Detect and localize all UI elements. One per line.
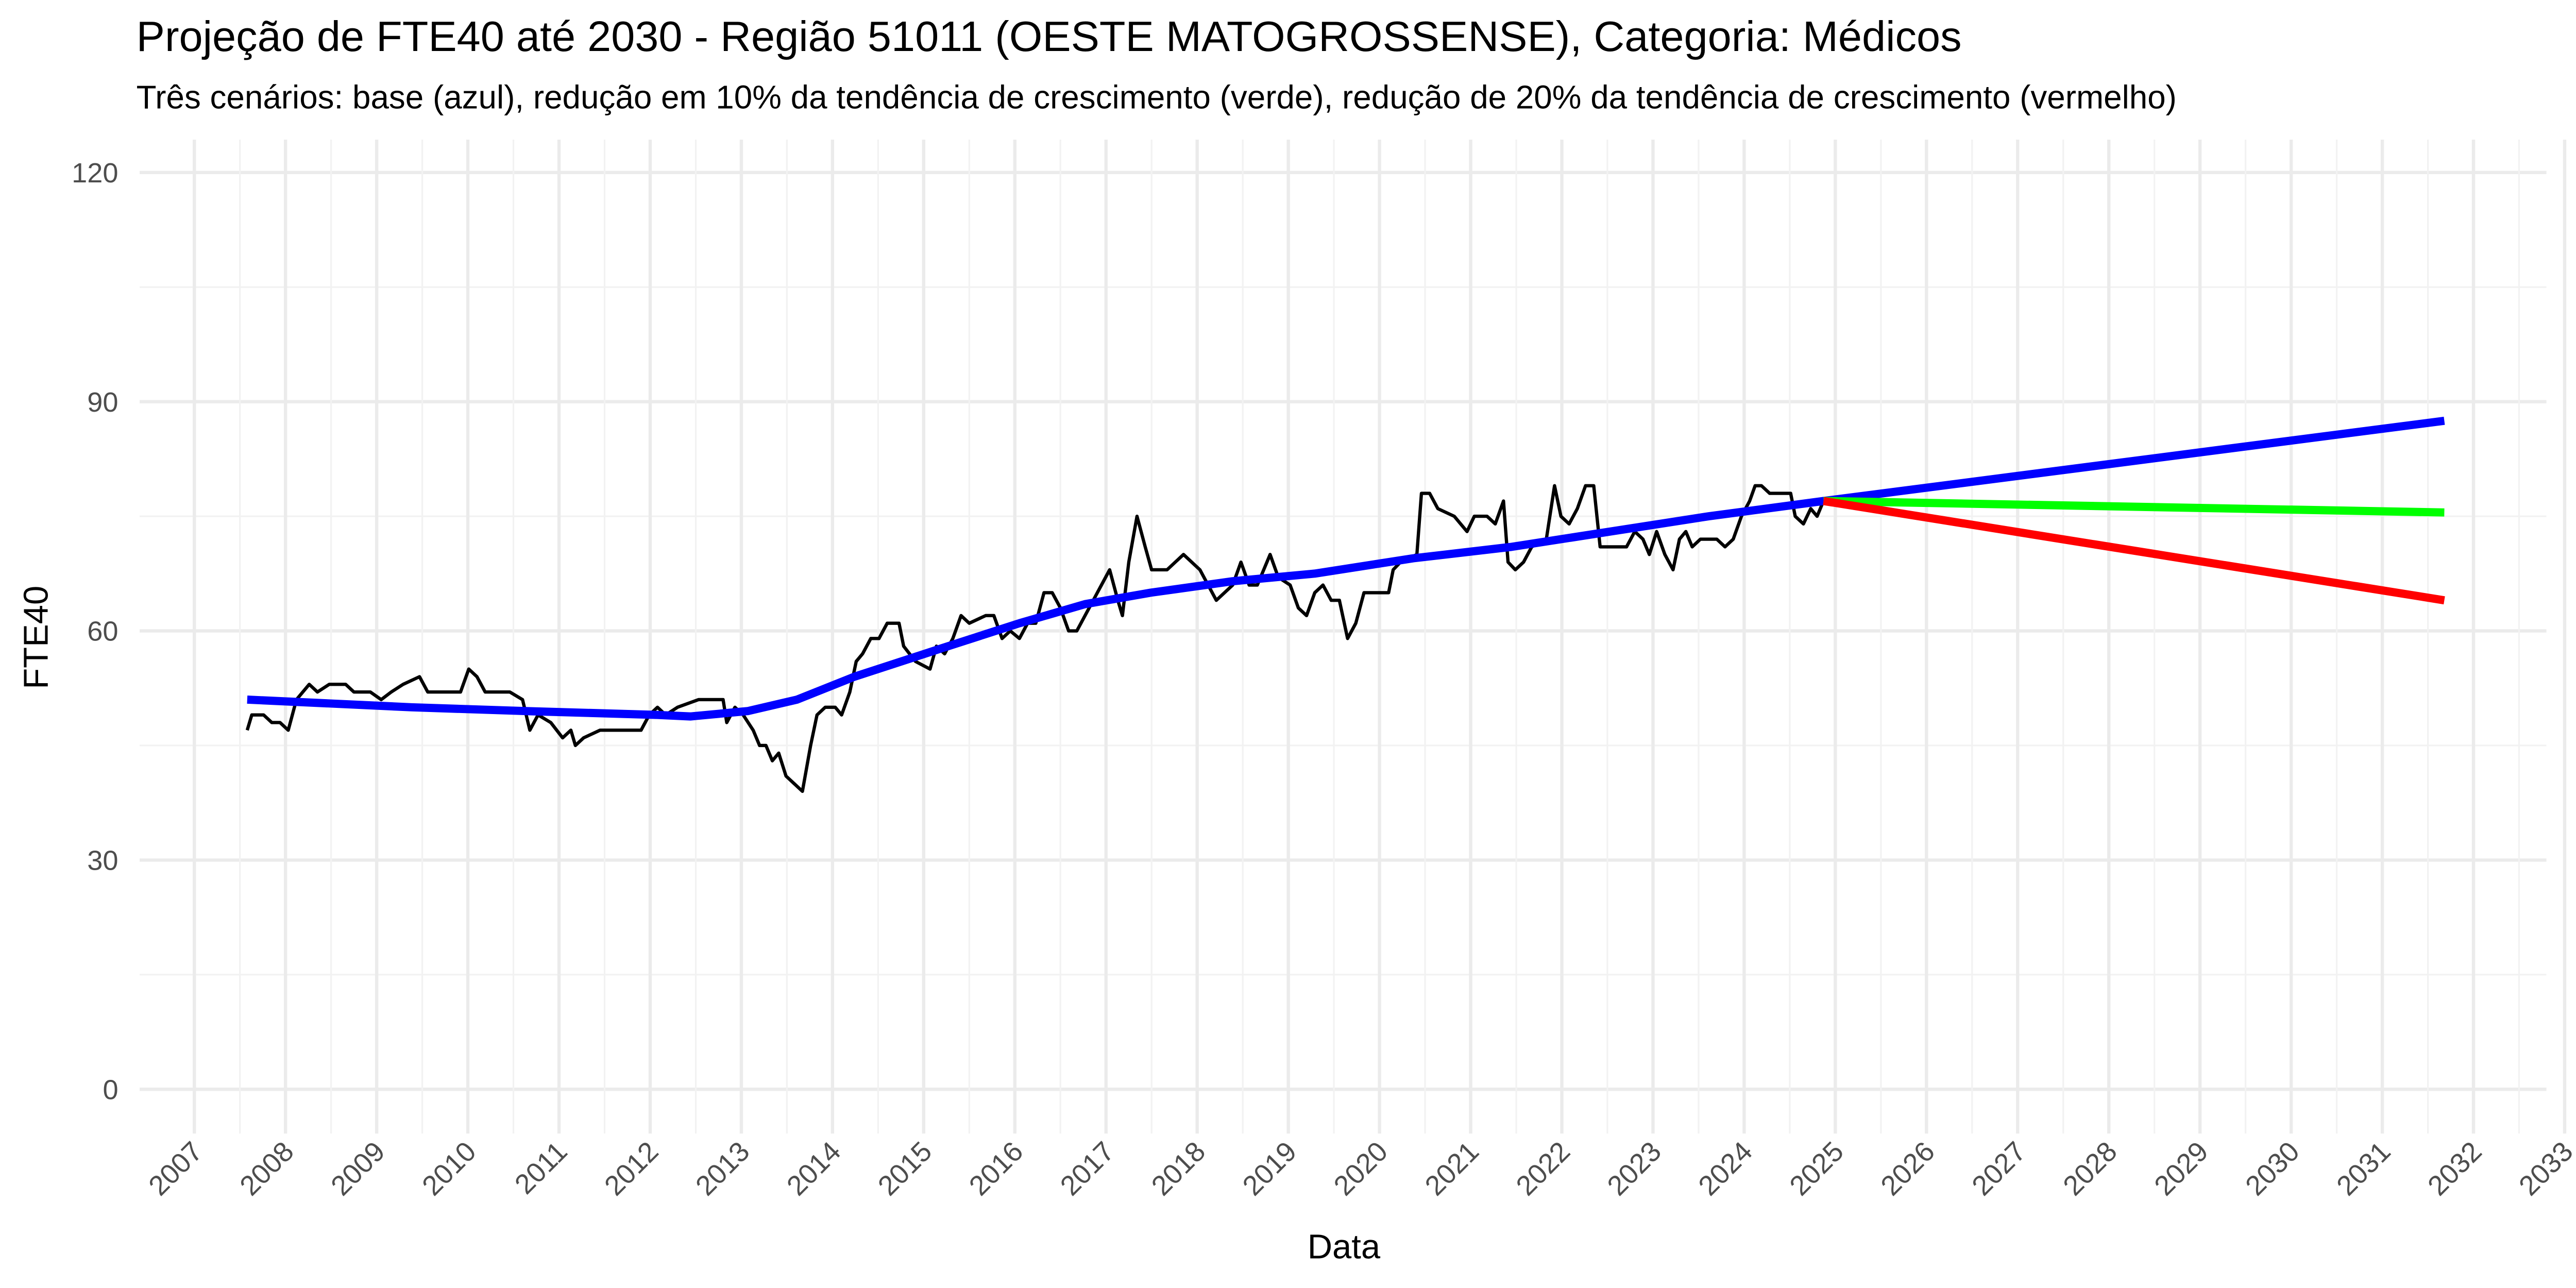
series-line — [1823, 497, 2445, 517]
chart-subtitle: Três cenários: base (azul), redução em 1… — [137, 78, 2177, 115]
y-tick-label: 30 — [87, 845, 118, 876]
y-tick-label: 120 — [72, 158, 118, 189]
y-tick-label: 0 — [103, 1074, 118, 1105]
series-line — [245, 484, 1825, 793]
series-line — [1823, 497, 2445, 605]
y-axis-label: FTE40 — [16, 586, 55, 689]
x-axis-label: Data — [1308, 1228, 1381, 1266]
chart-title: Projeção de FTE40 até 2030 - Região 5101… — [137, 12, 1962, 60]
lines — [245, 416, 2445, 793]
series-line — [247, 416, 2445, 721]
y-tick-label: 90 — [87, 387, 118, 418]
y-tick-label: 60 — [87, 616, 118, 647]
grid — [140, 140, 2567, 1134]
